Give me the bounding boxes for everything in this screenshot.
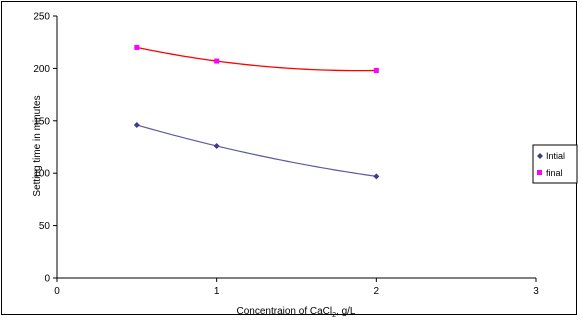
x-tick-label: 1 (214, 286, 220, 297)
data-point-square (134, 44, 140, 50)
legend-label-final: final (546, 168, 563, 178)
y-tick-label: 0 (44, 274, 50, 285)
chart-frame (1, 1, 577, 315)
x-axis-title-subscript: 2 (332, 312, 336, 319)
y-tick-label: 150 (33, 116, 50, 127)
y-tick-label: 250 (33, 12, 50, 23)
series-final (134, 44, 379, 73)
series-line (136, 124, 377, 177)
legend: Intial final (532, 144, 578, 184)
x-tick-label: 3 (533, 286, 539, 297)
y-axis-title: Setting time in minutes (32, 95, 43, 196)
series-intial (133, 121, 380, 180)
data-point-diamond (213, 142, 220, 149)
legend-item-intial: Intial (537, 151, 565, 161)
y-tick-label: 100 (33, 169, 50, 180)
series-layer (133, 44, 380, 180)
y-tick-label: 50 (39, 221, 51, 232)
y-tick-label: 200 (33, 64, 50, 75)
legend-square-icon (537, 170, 542, 175)
x-axis-title-suffix: , g/L (336, 306, 356, 317)
data-point-square (214, 58, 220, 64)
legend-item-final: final (537, 168, 563, 178)
x-tick-label: 0 (54, 286, 60, 297)
data-point-diamond (133, 121, 140, 128)
legend-box (532, 144, 578, 184)
ticks: 0 50 100 150 200 250 0 1 2 3 (33, 12, 539, 298)
x-axis-title: Concentraion of CaCl2, g/L (237, 306, 356, 319)
data-point-diamond (373, 173, 380, 180)
data-point-square (373, 67, 379, 73)
axes (56, 16, 536, 279)
legend-diamond-icon (537, 153, 543, 159)
series-line (136, 46, 377, 72)
x-tick-label: 2 (374, 286, 380, 297)
x-axis-title-main: Concentraion of CaCl (237, 306, 333, 317)
legend-label-intial: Intial (546, 151, 565, 161)
